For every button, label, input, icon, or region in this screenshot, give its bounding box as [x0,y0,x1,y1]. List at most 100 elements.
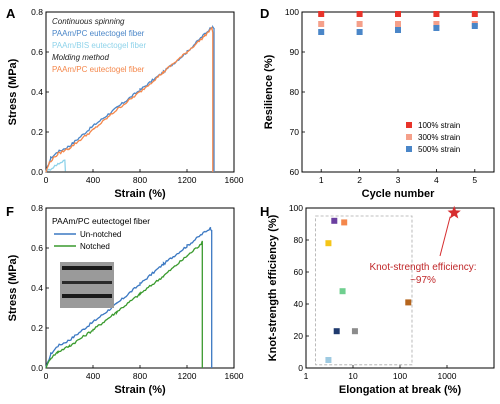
panel-h-axes-frame [305,207,495,369]
panel-d-series-0-point-2 [395,11,401,17]
panel-d-series-0-point-1 [356,11,363,17]
panel-f-ytick-label-2: 0.4 [31,283,43,293]
panel-f-legend-label-1: Notched [80,242,110,251]
panel-d-xlabel: Cycle number [362,188,435,200]
panel-f-xlabel: Strain (%) [114,384,166,396]
panel-h-point-6 [351,328,358,335]
panel-d-series-1-point-3 [433,21,440,27]
panel-h: H 1 10 100 1000 0 20 40 60 80 100 Elongation at br… [260,203,495,396]
panel-h-point-1 [341,219,348,226]
panel-a-label: A [6,6,16,21]
panel-d-xtick-label-0: 1 [319,175,324,185]
panel-d-legend-marker-1 [406,134,412,140]
panel-d-axes-frame [301,11,495,173]
panel-d-series-1-point-2 [395,21,401,27]
panel-d-series-0-point-3 [433,11,440,17]
panel-a-note-1: Molding method [52,53,109,62]
panel-h-point-7 [325,357,332,363]
panel-f-ytick-label-1: 0.2 [31,323,43,333]
panel-d-xtick-label-4: 5 [472,175,477,185]
panel-d-legend-label-2: 500% strain [418,145,460,154]
panel-a-xtick-label-1: 400 [86,175,100,185]
panel-a-legend-2: PAAm/PC eutectogel fiber [52,65,145,74]
panel-h-point-3 [339,288,346,295]
panel-f: F PAAm/PC eutectogel fiber 0 400 800 1200 16… [6,203,244,396]
panel-h-label: H [260,204,269,219]
panel-h-point-2 [325,240,332,247]
panel-f-xtick-label-3: 1200 [178,371,197,381]
panel-h-ylabel: Knot-strength efficiency (%) [267,214,279,361]
panel-f-ytick-label-3: 0.6 [31,243,43,253]
panel-a-ytick-label-2: 0.4 [31,87,43,97]
panel-a-xtick-label-2: 800 [133,175,147,185]
panel-h-ytick-label-4: 80 [294,235,304,245]
panel-f-series-0-line [45,226,213,368]
panel-d-series-0-point-0 [318,11,325,17]
panel-d-ytick-label-4: 100 [285,7,299,17]
panel-a-xlabel: Strain (%) [114,188,166,200]
panel-d-legend-marker-2 [406,146,412,152]
panel-h-star-marker [447,205,461,219]
panel-h-ytick-label-1: 20 [294,331,304,341]
panel-h-point-5 [333,328,340,335]
panel-d-series-1-point-1 [356,21,363,27]
panel-f-xtick-label-1: 400 [86,371,100,381]
panel-f-xtick-label-0: 0 [44,371,49,381]
panel-h-ytick-label-3: 60 [294,267,304,277]
panel-d-series-2-point-2 [395,27,401,33]
panel-a-note-0: Continuous spinning [52,17,125,26]
panel-f-series-1-line [45,240,203,369]
panel-h-xtick-label-0: 1 [304,371,309,381]
panel-d-ylabel: Resilience (%) [263,54,275,129]
panel-d-legend-label-0: 100% strain [418,121,460,130]
panel-d-xtick-label-1: 2 [357,175,362,185]
panel-h-point-4 [405,299,412,306]
panel-d-label: D [260,6,269,21]
panel-a-ytick-label-0: 0.0 [31,167,43,177]
panel-h-ytick-label-2: 40 [294,299,304,309]
panel-h-annotation-arrow [439,216,451,257]
panel-h-xtick-label-1: 10 [348,371,358,381]
panel-f-inset-fiber-mid [62,281,112,284]
panel-a-xtick-label-3: 1200 [178,175,197,185]
panel-a-ylabel: Stress (MPa) [7,58,19,125]
panel-f-xtick-label-2: 800 [133,371,147,381]
panel-d: D 1 2 3 4 5 60 70 80 90 100 Cycle number Resilience… [260,6,495,200]
panel-d-ytick-label-2: 80 [290,87,300,97]
panel-a-legend-0: PAAm/PC eutectogel fiber [52,29,145,38]
panel-d-series-2-point-1 [356,29,363,35]
panel-f-xtick-label-4: 1600 [225,371,244,381]
panel-d-ytick-label-0: 60 [290,167,300,177]
panel-a-xtick-label-0: 0 [44,175,49,185]
panel-d-series-0-point-4 [471,11,478,17]
panel-f-title: PAAm/PC eutectogel fiber [52,216,150,226]
panel-h-ytick-label-0: 0 [298,363,303,373]
panel-a-legend-1: PAAm/BIS eutectogel fiber [52,41,146,50]
panel-f-ylabel: Stress (MPa) [7,254,19,321]
panel-d-ytick-label-3: 90 [290,47,300,57]
panel-a-ytick-label-3: 0.6 [31,47,43,57]
panel-d-xtick-label-2: 3 [396,175,401,185]
panel-a-ytick-label-1: 0.2 [31,127,43,137]
panel-d-legend-label-1: 300% strain [418,133,460,142]
panel-f-ytick-label-4: 0.8 [31,203,43,213]
panel-h-point-0 [331,217,338,224]
panel-d-series-2-point-3 [433,25,440,31]
panel-a-series-1-line [45,159,67,173]
panel-d-xtick-label-3: 4 [434,175,439,185]
panel-a: A Continuous spinning PAAm/PC eutectogel… [6,6,244,200]
panel-h-annotation-line-0: Knot-strength efficiency: [369,262,476,273]
panel-f-inset-fiber-top [62,266,112,270]
panel-h-dashed-region [315,215,413,366]
panel-a-ytick-label-4: 0.8 [31,7,43,17]
panel-h-xlabel: Elongation at break (%) [339,384,462,396]
panel-f-inset-fiber-bottom [62,294,112,298]
panel-f-legend-label-0: Un-notched [80,230,121,239]
panel-h-annotation-line-1: ~97% [410,275,436,286]
panel-h-ytick-label-5: 100 [289,203,303,213]
panel-d-series-2-point-4 [471,23,478,29]
panel-a-xtick-label-4: 1600 [225,175,244,185]
panel-f-ytick-label-0: 0.0 [31,363,43,373]
panel-d-legend-marker-0 [406,122,412,128]
